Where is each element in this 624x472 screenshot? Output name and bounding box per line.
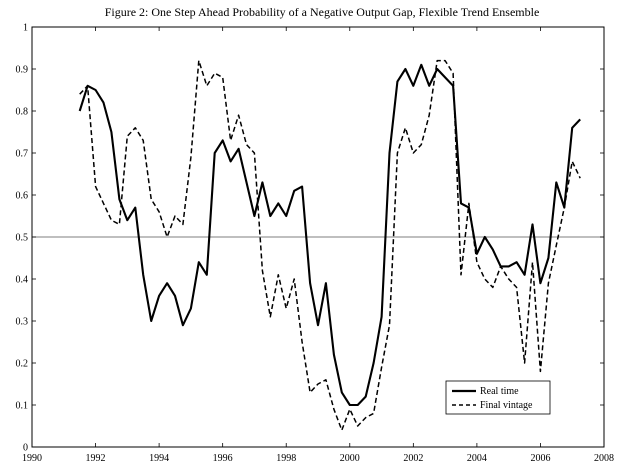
legend-label-final-vintage: Final vintage: [480, 400, 533, 411]
x-tick-label: 1994: [149, 453, 169, 464]
y-tick-label: 0: [23, 443, 28, 454]
series-layer: [78, 59, 581, 431]
legend-label-real-time: Real time: [480, 386, 519, 397]
x-tick-label: 1992: [86, 453, 106, 464]
legend: Real time Final vintage: [445, 380, 551, 415]
y-tick-label: 0.2: [16, 359, 29, 370]
y-tick-label: 0.8: [16, 107, 29, 118]
y-tick-label: 0.1: [16, 401, 29, 412]
x-tick-label: 2000: [340, 453, 360, 464]
x-tick-label: 2008: [594, 453, 614, 464]
axis-ticks: 1990 1992 1994 1996 1998 2000 2002 2004 2006 2008…: [16, 23, 615, 465]
legend-box: [445, 380, 551, 415]
x-tick-label: 1998: [276, 453, 296, 464]
series-line-real-time: [78, 63, 581, 407]
series-line-final-vintage: [79, 59, 581, 431]
x-tick-label: 1990: [22, 453, 42, 464]
y-tick-label: 0.6: [16, 191, 29, 202]
y-tick-label: 0.7: [16, 149, 29, 160]
y-tick-label: 0.4: [16, 275, 29, 286]
y-tick-label: 0.9: [16, 65, 29, 76]
x-tick-label: 2002: [403, 453, 423, 464]
x-tick-label: 2004: [467, 453, 487, 464]
y-tick-label: 1: [23, 23, 28, 34]
x-tick-label: 2006: [530, 453, 550, 464]
y-tick-label: 0.5: [16, 233, 29, 244]
x-tick-label: 1996: [213, 453, 233, 464]
chart-title: Figure 2: One Step Ahead Probability of …: [105, 5, 540, 19]
y-tick-label: 0.3: [16, 317, 29, 328]
